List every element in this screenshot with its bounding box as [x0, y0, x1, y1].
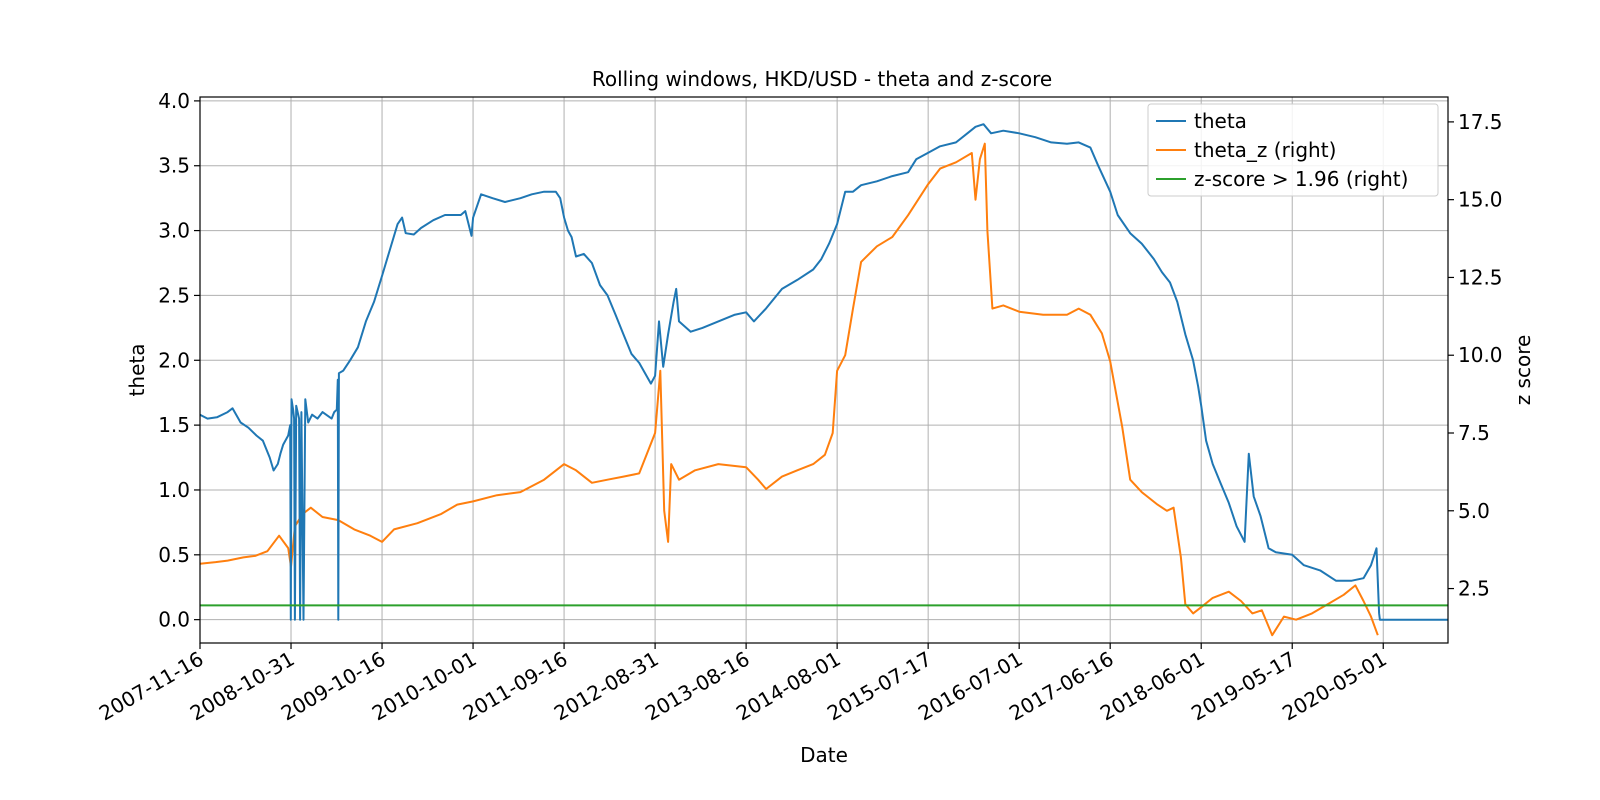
y-tick-label: 2.0: [158, 348, 190, 372]
series-line-1: [199, 142, 1379, 637]
chart-title: Rolling windows, HKD/USD - theta and z-s…: [592, 67, 1052, 91]
series-lines: [199, 123, 1448, 637]
x-axis: 2007-11-162008-10-312009-10-162010-10-01…: [95, 643, 1391, 725]
y-tick-label: 3.5: [158, 154, 190, 178]
legend-entry-label: theta: [1194, 109, 1247, 133]
y2-tick-label: 5.0: [1458, 499, 1490, 523]
plot-frame: [199, 96, 1449, 644]
y2-tick-label: 17.5: [1458, 110, 1503, 134]
y2-axis-title: z score: [1511, 335, 1535, 406]
y2-tick-label: 12.5: [1458, 265, 1503, 289]
series-line-0: [199, 123, 1448, 621]
y-tick-label: 0.0: [158, 608, 190, 632]
x-axis-title: Date: [800, 743, 848, 767]
legend: theta theta_z (right) z-score > 1.96 (righ…: [1147, 103, 1439, 197]
y-axis-left: 0.0 0.5 1.0 1.5 2.0 2.5 3.0 3.5 4.0: [158, 89, 200, 632]
y-tick-label: 3.0: [158, 219, 190, 243]
y-tick-label: 4.0: [158, 89, 190, 113]
y2-tick-label: 15.0: [1458, 188, 1503, 212]
y-axis-right: 2.5 5.0 7.5 10.0 12.5 15.0 17.5: [1448, 110, 1503, 601]
y-tick-label: 1.5: [158, 413, 190, 437]
legend-box: [1147, 103, 1439, 197]
y-axis-title: theta: [125, 344, 149, 397]
legend-entry-label: z-score > 1.96 (right): [1194, 167, 1408, 191]
y2-tick-label: 10.0: [1458, 343, 1503, 367]
legend-entry-label: theta_z (right): [1194, 138, 1336, 162]
y-tick-label: 0.5: [158, 543, 190, 567]
y2-tick-label: 2.5: [1458, 577, 1490, 601]
y2-tick-label: 7.5: [1458, 421, 1490, 445]
y-tick-label: 1.0: [158, 478, 190, 502]
y-tick-label: 2.5: [158, 283, 190, 307]
x-tick-label: 2020-05-01: [1278, 647, 1391, 726]
